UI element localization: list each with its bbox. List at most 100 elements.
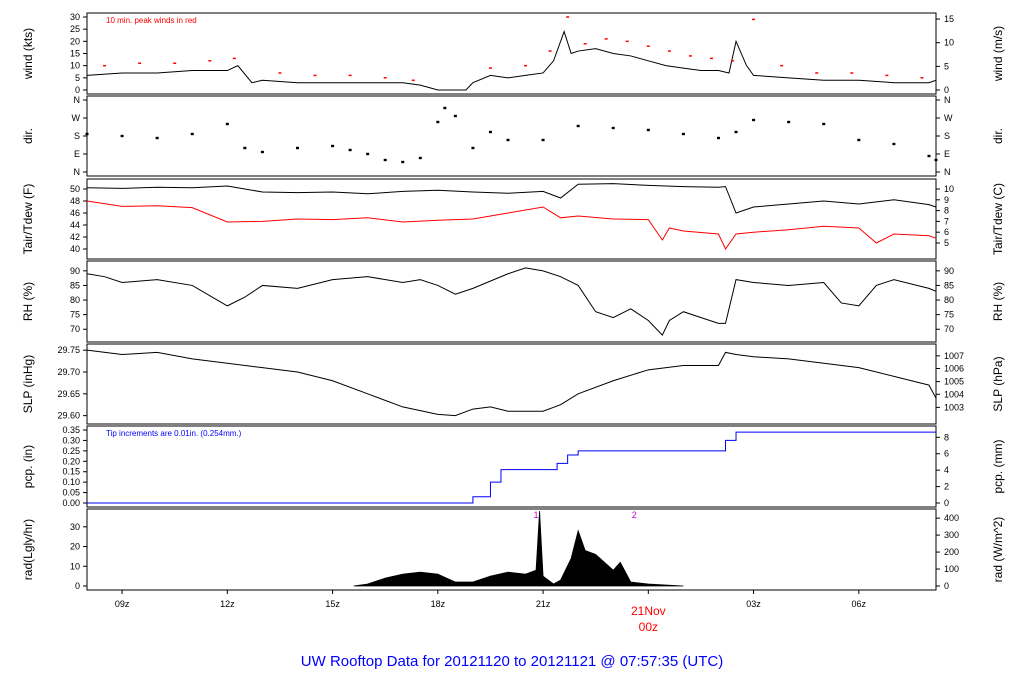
left-tick-label: 0 bbox=[75, 85, 80, 95]
noon-marker: 1 bbox=[534, 510, 539, 520]
left-axis-label: rad(Lgly/hr) bbox=[21, 519, 35, 580]
panel-frame bbox=[86, 95, 937, 177]
left-axis-label: RH (%) bbox=[21, 282, 35, 321]
left-tick-label: 0 bbox=[75, 581, 80, 591]
panel-frame bbox=[86, 260, 937, 343]
x-tick-label: 21z bbox=[536, 599, 551, 609]
right-tick-label: 1005 bbox=[944, 377, 964, 387]
precip-line bbox=[87, 431, 936, 504]
right-tick-label: S bbox=[944, 131, 950, 141]
left-tick-label: 90 bbox=[70, 266, 80, 276]
left-tick-label: 29.60 bbox=[57, 411, 80, 421]
right-tick-label: 10 bbox=[944, 184, 954, 194]
right-tick-label: 7 bbox=[944, 216, 949, 226]
direction-point bbox=[681, 132, 685, 136]
panel-temp: Tair/Tdew (F) Tair/Tdew (C) 40 42 44 46 48 50 56… bbox=[21, 178, 1005, 260]
direction-point bbox=[348, 148, 352, 152]
right-tick-label: 8 bbox=[944, 206, 949, 216]
right-tick-label: 0 bbox=[944, 85, 949, 95]
rh-line bbox=[86, 267, 937, 336]
left-tick-label: 50 bbox=[70, 184, 80, 194]
x-tick-label: 03z bbox=[746, 599, 761, 609]
left-tick-label: W bbox=[72, 113, 81, 123]
left-tick-label: 29.75 bbox=[57, 345, 80, 355]
right-tick-label: 85 bbox=[944, 280, 954, 290]
direction-point bbox=[243, 146, 247, 150]
direction-point bbox=[295, 146, 299, 150]
right-tick-label: 200 bbox=[944, 547, 959, 557]
tair-line bbox=[86, 183, 937, 214]
direction-point bbox=[822, 122, 826, 126]
direction-point bbox=[927, 154, 931, 158]
left-tick-label: 20 bbox=[70, 36, 80, 46]
right-tick-label: 2 bbox=[944, 482, 949, 492]
panel-wind: wind (kts) wind (m/s) 0 5 10 15 20 25 30 0 5 10 15 10… bbox=[21, 12, 1005, 95]
right-tick-label: 10 bbox=[944, 38, 954, 48]
direction-point bbox=[857, 138, 861, 142]
left-tick-label: 15 bbox=[70, 49, 80, 59]
left-axis-label: pcp. (in) bbox=[21, 445, 35, 488]
left-tick-label: 5 bbox=[75, 73, 80, 83]
right-tick-label: 90 bbox=[944, 266, 954, 276]
left-tick-label: 48 bbox=[70, 196, 80, 206]
right-tick-label: 8 bbox=[944, 432, 949, 442]
right-axis-label: wind (m/s) bbox=[991, 26, 1005, 82]
direction-point bbox=[418, 156, 422, 160]
left-tick-label: 44 bbox=[70, 220, 80, 230]
left-tick-label: 0.15 bbox=[62, 467, 80, 477]
direction-point bbox=[611, 126, 615, 130]
right-tick-label: 9 bbox=[944, 195, 949, 205]
left-tick-label: 0.10 bbox=[62, 477, 80, 487]
panel-frame bbox=[86, 425, 937, 508]
right-tick-label: 0 bbox=[944, 581, 949, 591]
left-tick-label: 0.00 bbox=[62, 498, 80, 508]
direction-point bbox=[576, 124, 580, 128]
right-tick-label: E bbox=[944, 149, 950, 159]
left-tick-label: 29.70 bbox=[57, 367, 80, 377]
right-axis-label: RH (%) bbox=[991, 282, 1005, 321]
radiation-area bbox=[353, 511, 684, 587]
left-tick-label: 70 bbox=[70, 324, 80, 334]
right-axis-label: dir. bbox=[991, 128, 1005, 144]
panel-pcp: pcp. (in) pcp. (mm)0.000.050.100.150.200.… bbox=[21, 425, 1005, 508]
right-tick-label: 15 bbox=[944, 14, 954, 24]
direction-point bbox=[506, 138, 510, 142]
direction-point bbox=[366, 152, 370, 156]
x-tick-label: 06z bbox=[852, 599, 867, 609]
direction-point bbox=[383, 158, 387, 162]
direction-point bbox=[190, 132, 194, 136]
noon-marker: 2 bbox=[632, 510, 637, 520]
left-tick-label: N bbox=[74, 167, 81, 177]
right-tick-label: 4 bbox=[944, 465, 949, 475]
panel-frame bbox=[86, 508, 937, 591]
wind-line bbox=[86, 30, 937, 91]
direction-point bbox=[471, 146, 475, 150]
right-tick-label: 400 bbox=[944, 513, 959, 523]
tdew-line bbox=[86, 200, 937, 250]
left-tick-label: 80 bbox=[70, 295, 80, 305]
direction-point bbox=[646, 128, 650, 132]
left-tick-label: 30 bbox=[70, 12, 80, 22]
left-tick-label: 0.30 bbox=[62, 435, 80, 445]
direction-point bbox=[260, 150, 264, 154]
left-tick-label: 0.35 bbox=[62, 425, 80, 435]
left-tick-label: 20 bbox=[70, 542, 80, 552]
left-tick-label: 40 bbox=[70, 244, 80, 254]
panel-slp: SLP (inHg) SLP (hPa) 29.60 29.65 29.70 29.75 1… bbox=[21, 343, 1005, 425]
right-axis-label: SLP (hPa) bbox=[991, 356, 1005, 411]
direction-point bbox=[934, 158, 938, 162]
direction-point bbox=[155, 136, 159, 140]
x-tick-label: 18z bbox=[431, 599, 446, 609]
right-tick-label: 6 bbox=[944, 227, 949, 237]
left-axis-label: Tair/Tdew (F) bbox=[21, 184, 35, 255]
direction-point bbox=[716, 136, 720, 140]
left-tick-label: 10 bbox=[70, 61, 80, 71]
direction-point bbox=[541, 138, 545, 142]
direction-point bbox=[331, 144, 335, 148]
panel-annotation: 10 min. peak winds in red bbox=[106, 16, 197, 25]
direction-point bbox=[488, 130, 492, 134]
left-tick-label: E bbox=[74, 149, 80, 159]
panel-rh: RH (%) RH (%) 70 75 80 85 90 70 75 80 85 90 bbox=[21, 260, 1005, 343]
right-axis-label: Tair/Tdew (C) bbox=[991, 183, 1005, 255]
direction-point bbox=[120, 134, 124, 138]
